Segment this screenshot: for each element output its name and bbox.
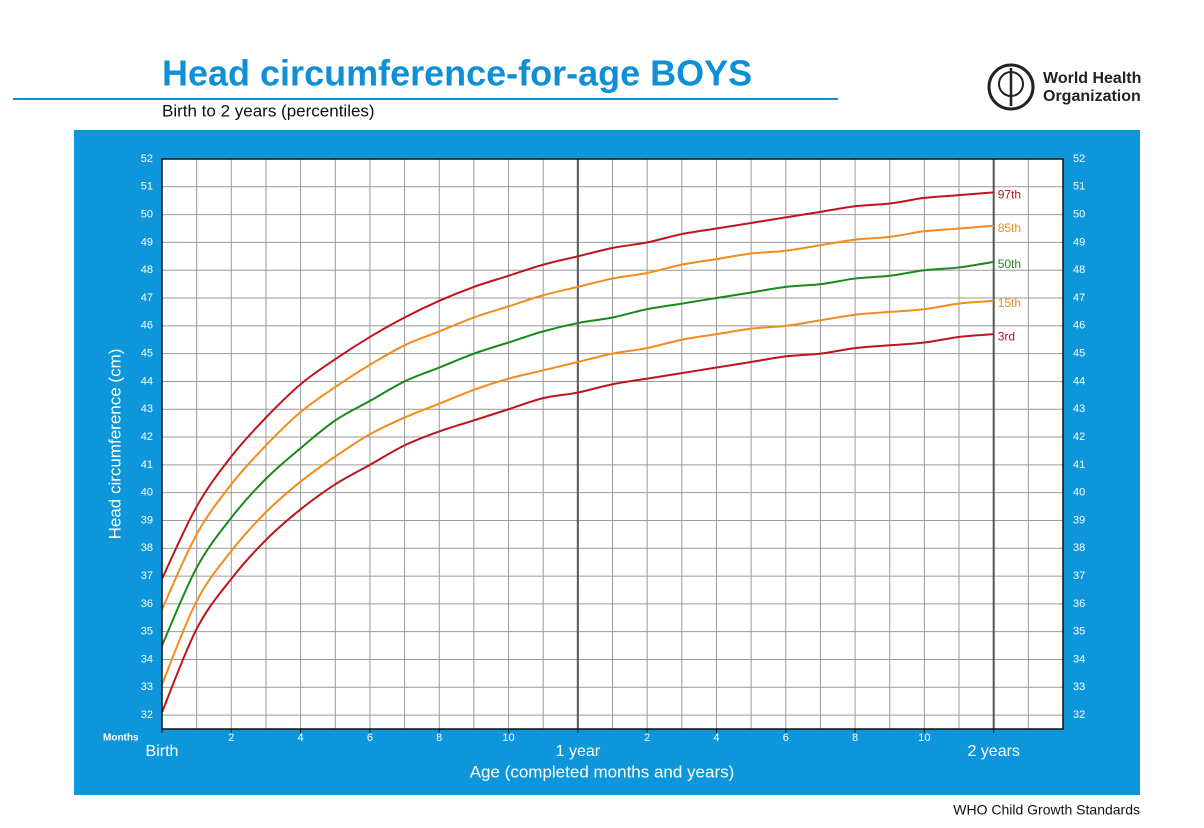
y-tick-label: 46 xyxy=(1073,320,1085,332)
x-tick-label: 8 xyxy=(436,732,442,744)
x-tick-label: 2 xyxy=(228,732,234,744)
y-tick-label: 34 xyxy=(1073,653,1085,665)
y-tick-label: 49 xyxy=(141,236,153,248)
percentile-line xyxy=(161,299,994,685)
y-tick-label: 52 xyxy=(141,153,153,165)
logo-text: World Health xyxy=(1043,70,1141,87)
percentile-line xyxy=(161,260,994,646)
y-tick-label: 50 xyxy=(1073,209,1085,221)
x-tick-label: Birth xyxy=(146,743,179,760)
y-tick-label: 45 xyxy=(1073,348,1085,360)
y-tick-label: 46 xyxy=(141,320,153,332)
percentile-line xyxy=(161,224,994,610)
x-tick-label: 10 xyxy=(918,732,930,744)
percentile-line xyxy=(161,191,994,580)
who-logo: World Health Organization xyxy=(987,63,1141,111)
y-tick-label: 39 xyxy=(1073,514,1085,526)
y-tick-label: 42 xyxy=(141,431,153,443)
y-tick-label: 48 xyxy=(141,264,153,276)
x-axis-label: Age (completed months and years) xyxy=(470,762,735,781)
y-tick-label: 33 xyxy=(141,681,153,693)
y-tick-label: 37 xyxy=(1073,570,1085,582)
y-tick-label: 51 xyxy=(1073,181,1085,193)
x-tick-label: 10 xyxy=(502,732,514,744)
x-tick-label: 6 xyxy=(783,732,789,744)
y-tick-label: 51 xyxy=(141,181,153,193)
y-tick-label: 32 xyxy=(1073,709,1085,721)
chart-subtitle: Birth to 2 years (percentiles) xyxy=(162,101,375,120)
y-tick-label: 44 xyxy=(1073,375,1085,387)
y-tick-label: 45 xyxy=(141,348,153,360)
y-tick-label: 37 xyxy=(141,570,153,582)
y-axis-label: Head circumference (cm) xyxy=(105,349,124,540)
y-tick-label: 52 xyxy=(1073,153,1085,165)
y-tick-label: 39 xyxy=(141,514,153,526)
chart-title: Head circumference-for-age BOYS xyxy=(162,53,752,94)
y-tick-label: 40 xyxy=(1073,487,1085,499)
series-label: 97th xyxy=(998,188,1021,202)
lines xyxy=(161,191,994,713)
y-tick-label: 38 xyxy=(141,542,153,554)
x-tick-label: 4 xyxy=(298,732,304,744)
y-tick-label: 40 xyxy=(141,487,153,499)
y-tick-label: 47 xyxy=(141,292,153,304)
series-label: 3rd xyxy=(998,329,1015,343)
y-tick-label: 36 xyxy=(1073,598,1085,610)
y-tick-label: 32 xyxy=(141,709,153,721)
series-label: 50th xyxy=(998,257,1021,271)
x-tick-label: 1 year xyxy=(556,743,601,760)
grid xyxy=(161,158,1063,733)
x-unit-label: Months xyxy=(103,733,139,744)
y-tick-label: 36 xyxy=(141,598,153,610)
x-tick-label: 2 xyxy=(644,732,650,744)
footer: WHO Child Growth Standards xyxy=(953,802,1140,818)
x-tick-label: 4 xyxy=(713,732,719,744)
y-tick-label: 38 xyxy=(1073,542,1085,554)
percentile-line xyxy=(161,333,994,713)
y-tick-label: 47 xyxy=(1073,292,1085,304)
y-tick-label: 33 xyxy=(1073,681,1085,693)
y-tick-label: 35 xyxy=(141,626,153,638)
series-label: 15th xyxy=(998,296,1021,310)
y-tick-label: 41 xyxy=(141,459,153,471)
y-tick-label: 43 xyxy=(1073,403,1085,415)
y-tick-label: 43 xyxy=(141,403,153,415)
y-tick-label: 42 xyxy=(1073,431,1085,443)
y-tick-label: 44 xyxy=(141,375,153,387)
y-tick-label: 41 xyxy=(1073,459,1085,471)
y-tick-label: 48 xyxy=(1073,264,1085,276)
series-label: 85th xyxy=(998,221,1021,235)
logo-text: Organization xyxy=(1043,88,1141,105)
plot-frame xyxy=(161,158,1064,730)
x-tick-label: 8 xyxy=(852,732,858,744)
y-tick-label: 50 xyxy=(141,209,153,221)
x-tick-label: 2 years xyxy=(967,743,1019,760)
y-tick-label: 49 xyxy=(1073,236,1085,248)
y-tick-label: 34 xyxy=(141,653,153,665)
y-tick-label: 35 xyxy=(1073,626,1085,638)
x-tick-label: 6 xyxy=(367,732,373,744)
